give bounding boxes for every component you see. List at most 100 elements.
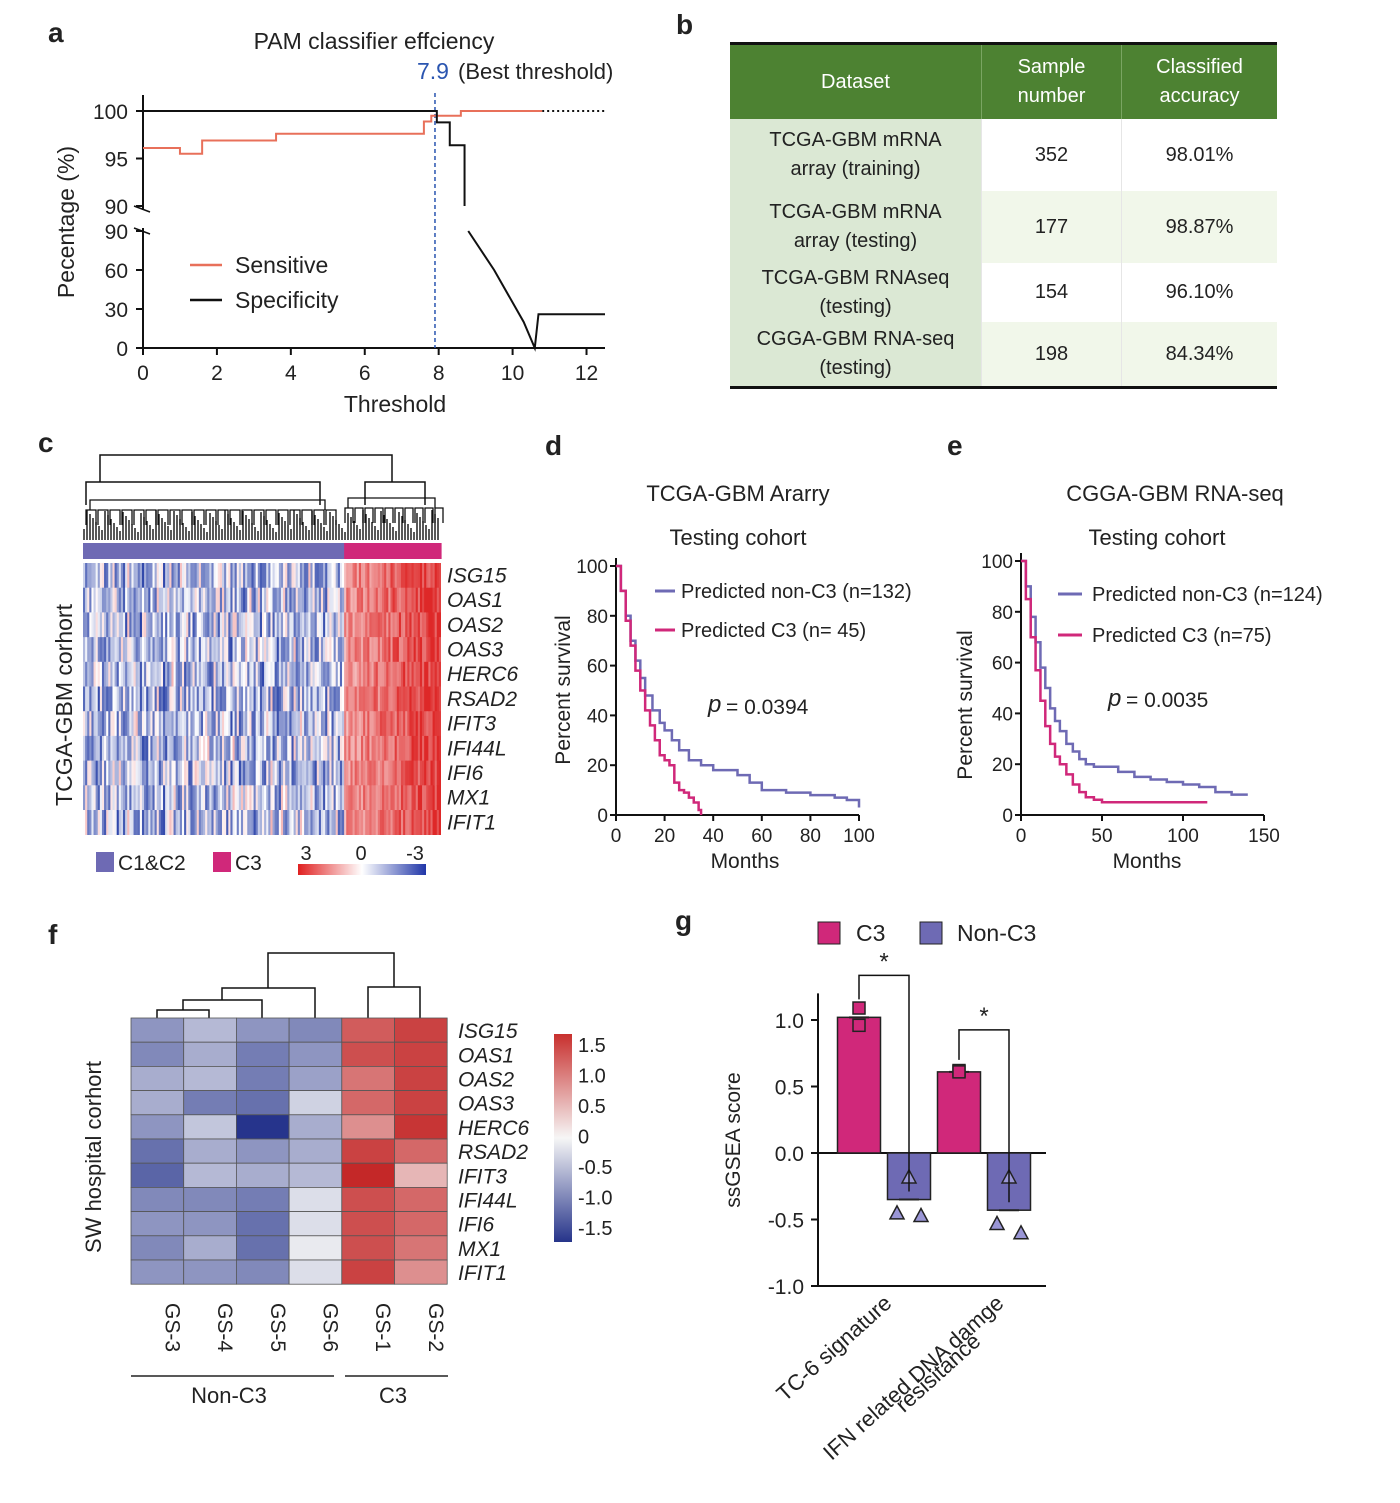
group-bar-cell	[156, 543, 160, 559]
dendro-c-branch	[205, 509, 217, 525]
heatmap-c-cell	[219, 637, 223, 663]
heatmap-c-cell	[325, 785, 328, 811]
heatmap-c-cell	[310, 760, 314, 786]
heatmap-c-cell	[127, 587, 130, 613]
legend-e-c3-label: Predicted C3 (n=75)	[1092, 625, 1272, 647]
heatmap-c-cell	[188, 637, 191, 663]
heatmap-c-cell	[422, 760, 425, 786]
heatmap-c-cell	[179, 785, 183, 811]
heatmap-c-cell	[211, 760, 215, 786]
heatmap-c-cell	[217, 735, 221, 762]
group-bar-cell	[373, 543, 377, 559]
heatmap-c-cell	[158, 661, 162, 687]
heatmap-c-cell	[335, 612, 339, 638]
heatmap-c-cell	[129, 785, 133, 811]
heatmap-c-cell	[224, 735, 227, 762]
heatmap-c-cell	[190, 711, 194, 737]
heatmap-c-cell	[234, 735, 238, 762]
heatmap-c-cell	[291, 735, 295, 762]
heatmap-c-cell	[302, 661, 305, 687]
heatmap-c-cell	[411, 661, 415, 687]
heatmap-c-cell	[158, 686, 162, 712]
heatmap-c-cell	[413, 661, 417, 687]
heatmap-c-cell	[106, 686, 109, 712]
heatmap-c-cell	[314, 661, 318, 687]
heatmap-c-cell	[150, 587, 154, 613]
heatmap-c-cell	[268, 587, 272, 613]
heatmap-c-cell	[327, 637, 330, 663]
heatmap-c-cell	[194, 637, 198, 663]
group-bar-cell	[236, 543, 240, 559]
group-bar-cell	[253, 543, 257, 559]
bar-c3-0	[836, 1016, 882, 1154]
heatmap-c-cell	[125, 563, 128, 589]
heatmap-c-cell	[344, 785, 347, 811]
group-bar-cell	[87, 543, 90, 559]
heatmap-c-cell	[120, 810, 124, 835]
heatmap-c-cell	[148, 587, 151, 613]
heatmap-c-cell	[186, 686, 189, 712]
heatmap-c-cell	[234, 686, 238, 712]
heatmap-c-cell	[287, 686, 290, 712]
heatmap-c-cell	[259, 760, 263, 786]
heatmap-c-cell	[93, 760, 97, 786]
heatmap-c-cell	[363, 735, 366, 762]
heatmap-c-cell	[245, 637, 248, 663]
heatmap-c-cell	[384, 735, 387, 762]
heatmap-c-cell	[335, 735, 339, 762]
heatmap-c-cell	[207, 637, 210, 663]
heatmap-c-cell	[377, 810, 381, 835]
heatmap-c-cell	[422, 711, 425, 737]
heatmap-c-cell	[95, 785, 99, 811]
group-bar-cell	[219, 543, 223, 559]
heatmap-c-cell	[438, 563, 441, 589]
heatmap-c-cell	[335, 760, 339, 786]
heatmap-c-cell	[434, 735, 438, 762]
heatmap-c-cell	[181, 760, 185, 786]
heatmap-c-cell	[257, 810, 261, 835]
heatmap-c-cell	[192, 637, 196, 663]
heatmap-c-cell	[299, 711, 303, 737]
heatmap-c-cell	[175, 810, 179, 835]
heatmap-c-cell	[398, 563, 402, 589]
heatmap-c-cell	[179, 735, 183, 762]
heatmap-c-cell	[283, 661, 286, 687]
heatmap-c-cell	[152, 760, 156, 786]
heatmap-c-cell	[177, 760, 181, 786]
heatmap-c-cell	[181, 587, 185, 613]
legend-sensitive-label: Sensitive	[235, 252, 328, 278]
heatmap-c-cell	[398, 686, 402, 712]
group-bar-cell	[146, 543, 149, 559]
heatmap-c-cell	[83, 637, 86, 663]
group-bar-cell	[188, 543, 191, 559]
heatmap-c-cell	[217, 637, 221, 663]
group-bar-cell	[217, 543, 221, 559]
heatmap-c-cell	[190, 760, 194, 786]
heatmap-c-cell	[360, 735, 364, 762]
heatmap-c-cell	[171, 661, 175, 687]
heatmap-c-cell	[186, 735, 189, 762]
heatmap-f-cell	[130, 1187, 185, 1213]
heatmap-c-cell	[112, 661, 116, 687]
heatmap-c-cell	[291, 760, 295, 786]
heatmap-c-cell	[118, 760, 122, 786]
heatmap-c-cell	[257, 735, 261, 762]
heatmap-c-cell	[137, 661, 141, 687]
heatmap-c-cell	[127, 711, 130, 737]
heatmap-c-cell	[135, 735, 139, 762]
group-bar-cell	[289, 543, 293, 559]
heatmap-c-cell	[373, 735, 377, 762]
group-bar-cell	[335, 543, 339, 559]
heatmap-c-cell	[190, 686, 194, 712]
dendro-c-branch	[253, 509, 265, 525]
heatmap-c-cell	[101, 711, 105, 737]
heatmap-c-cell	[148, 735, 151, 762]
heatmap-c-cell	[112, 735, 116, 762]
heatmap-f-cell	[183, 1162, 237, 1188]
heatmap-c-cell	[177, 735, 181, 762]
heatmap-c-cell	[434, 711, 438, 737]
heatmap-c-cell	[236, 760, 240, 786]
heatmap-c-cell	[83, 563, 86, 589]
heatmap-c-cell	[173, 587, 177, 613]
heatmap-c-cell	[91, 661, 95, 687]
